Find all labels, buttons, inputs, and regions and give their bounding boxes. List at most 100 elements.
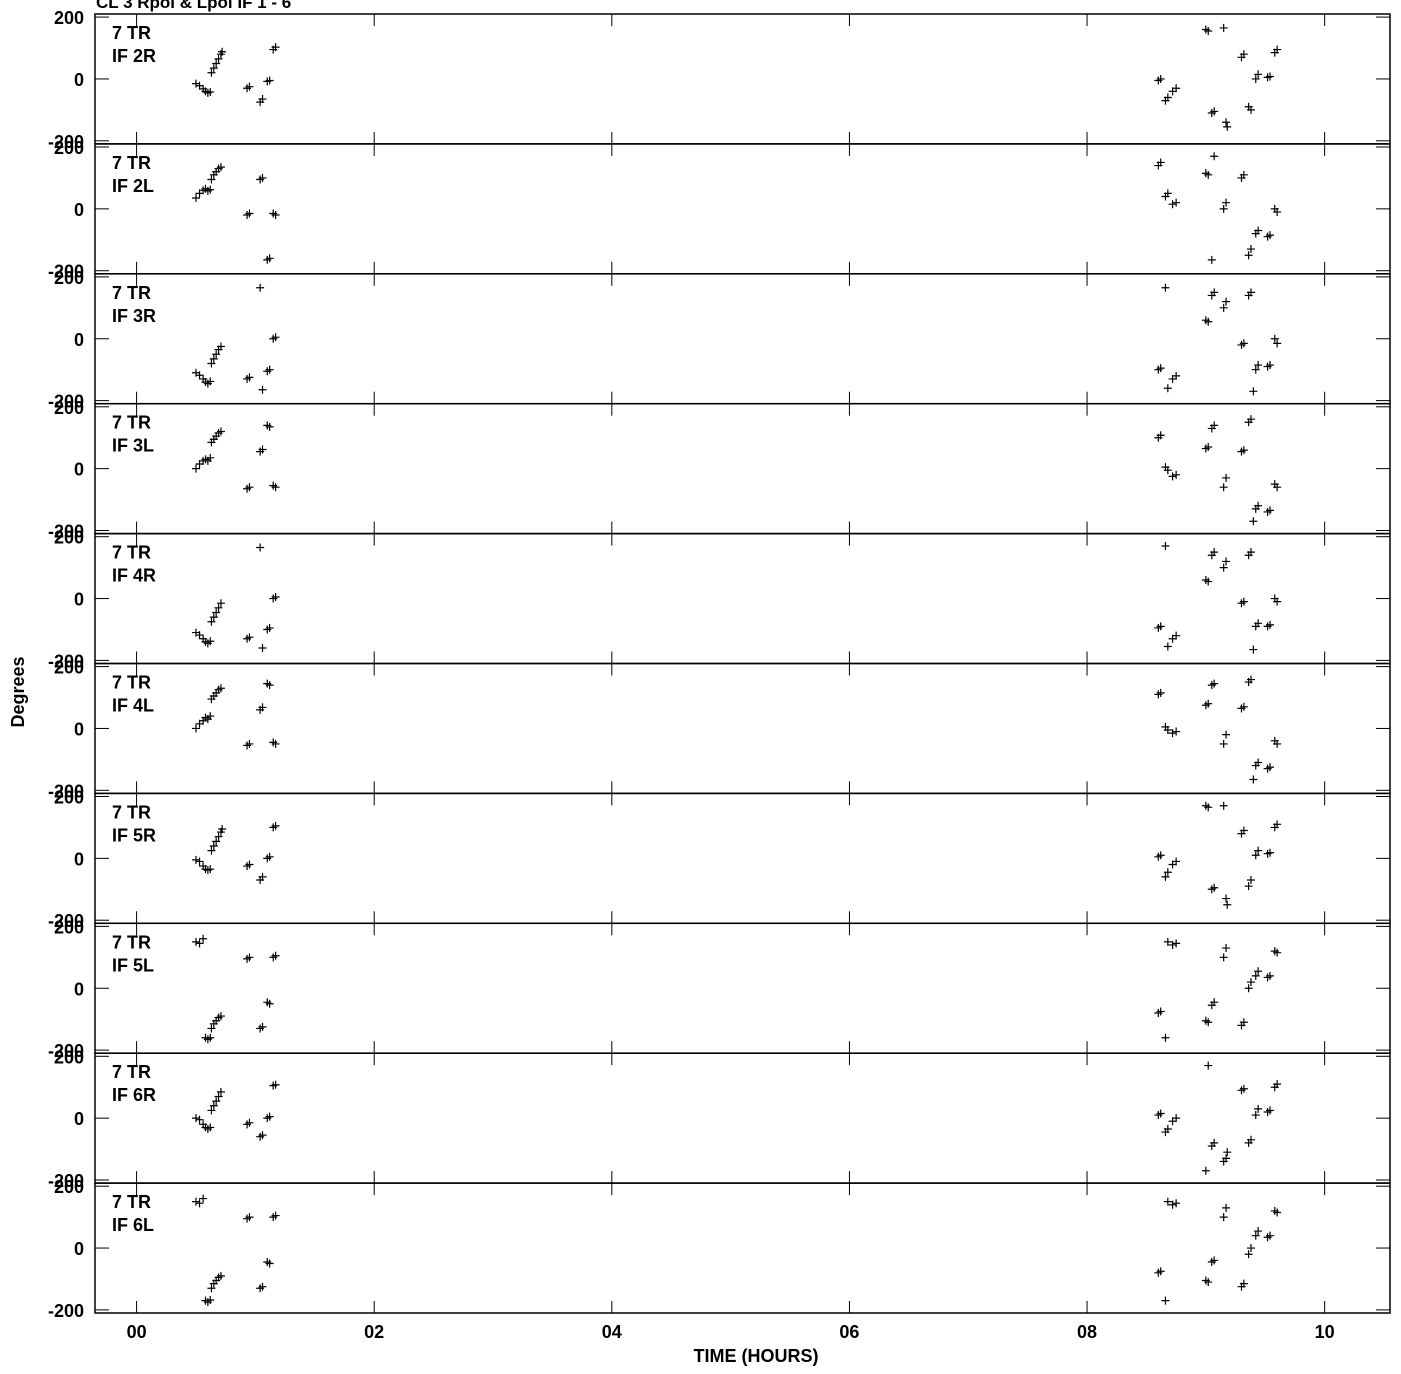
data-point [195, 1199, 204, 1208]
data-point [1219, 739, 1228, 748]
data-point [1251, 1231, 1260, 1240]
data-point [1273, 739, 1282, 748]
data-point [1156, 158, 1165, 167]
data-point [1251, 365, 1260, 374]
data-point [1204, 699, 1213, 708]
data-point [271, 739, 280, 748]
data-point [216, 599, 225, 608]
data-point [1210, 152, 1219, 161]
data-point [195, 1115, 204, 1124]
data-point [206, 637, 215, 646]
data-point [265, 681, 274, 690]
data-point [271, 43, 280, 52]
data-point [207, 1106, 216, 1115]
data-point [1247, 245, 1255, 254]
data-point [1168, 729, 1177, 738]
panel-if-label: IF 4R [112, 566, 156, 586]
data-point [214, 832, 223, 841]
data-point [1273, 597, 1282, 606]
data-point [216, 1012, 225, 1021]
data-point [1172, 857, 1181, 866]
data-point [207, 1024, 216, 1033]
data-point [1219, 1213, 1228, 1222]
data-point [216, 163, 225, 172]
data-point [206, 185, 215, 194]
data-point [1222, 297, 1231, 306]
data-point [1266, 361, 1274, 370]
data-point [1273, 45, 1282, 54]
data-point [1219, 23, 1228, 32]
data-point [1273, 207, 1282, 216]
panel-station-label: 7 TR [112, 23, 151, 43]
data-point [1222, 894, 1231, 903]
data-point [1210, 421, 1219, 430]
data-point [1222, 1154, 1231, 1163]
data-point [209, 354, 218, 363]
panel-frame [94, 532, 1391, 665]
data-point [1172, 198, 1181, 207]
data-point [191, 724, 200, 733]
data-point [1156, 364, 1165, 373]
x-axis-label: TIME (HOURS) [694, 1346, 819, 1366]
data-point [1247, 1135, 1255, 1144]
panel-station-label: 7 TR [112, 413, 151, 433]
data-point [1207, 255, 1216, 264]
y-tick-label: -200 [48, 1301, 84, 1321]
data-point [1254, 226, 1263, 235]
data-point [245, 373, 254, 382]
data-point [1156, 1267, 1165, 1276]
panel-station-label: 7 TR [112, 1062, 151, 1082]
data-point [1244, 251, 1253, 260]
data-point [1239, 597, 1248, 606]
y-tick-label: 200 [54, 1177, 84, 1197]
data-point [1163, 642, 1172, 651]
data-point [1168, 200, 1177, 209]
data-point [245, 1213, 254, 1222]
data-point [1161, 872, 1170, 881]
data-point [271, 951, 280, 960]
data-point [1204, 317, 1213, 326]
panel-if-label: IF 5R [112, 825, 156, 845]
data-point [258, 1282, 267, 1291]
panel-frame [94, 143, 1391, 275]
data-point [206, 87, 215, 96]
data-point [1239, 50, 1248, 59]
data-point [218, 824, 227, 833]
panel-4: 200 0 -200 7 TR IF 3L [48, 398, 1391, 542]
y-tick-label: -200 [48, 132, 84, 152]
panel-1: 200 0 -200 7 TR IF 2R [48, 8, 1391, 152]
data-point [1254, 967, 1263, 976]
data-point [1219, 303, 1228, 312]
data-point [1163, 725, 1172, 734]
data-point [1172, 1199, 1181, 1208]
panel-station-label: 7 TR [112, 932, 151, 952]
data-point [1266, 971, 1274, 980]
data-point [1210, 548, 1219, 557]
data-point [214, 1092, 223, 1101]
data-point [1222, 473, 1231, 482]
data-point [1247, 876, 1255, 884]
data-point [256, 283, 265, 292]
data-point [1163, 466, 1172, 475]
data-point [1223, 1148, 1232, 1157]
data-point [207, 68, 216, 77]
data-point [258, 1131, 267, 1140]
data-point [207, 175, 216, 184]
data-point [265, 365, 274, 374]
panels: 200 0 -200 7 TR IF 2R 200 0 -200 7 TR IF 2L 200 0 -2… [48, 8, 1391, 1342]
panel-station-label: 7 TR [112, 802, 151, 822]
y-axis-label: Degrees [8, 656, 28, 727]
panel-if-label: IF 4L [112, 696, 154, 716]
data-point [212, 608, 221, 617]
data-point [1266, 231, 1274, 240]
data-point [1247, 675, 1255, 684]
panel-3: 200 0 -200 7 TR IF 3R [48, 268, 1391, 412]
data-point [1163, 868, 1172, 877]
panel-if-label: IF 6R [112, 1085, 156, 1105]
y-tick-label: 0 [74, 979, 84, 999]
y-tick-label: 0 [74, 460, 84, 480]
data-point [1254, 846, 1263, 855]
data-point [216, 342, 225, 351]
